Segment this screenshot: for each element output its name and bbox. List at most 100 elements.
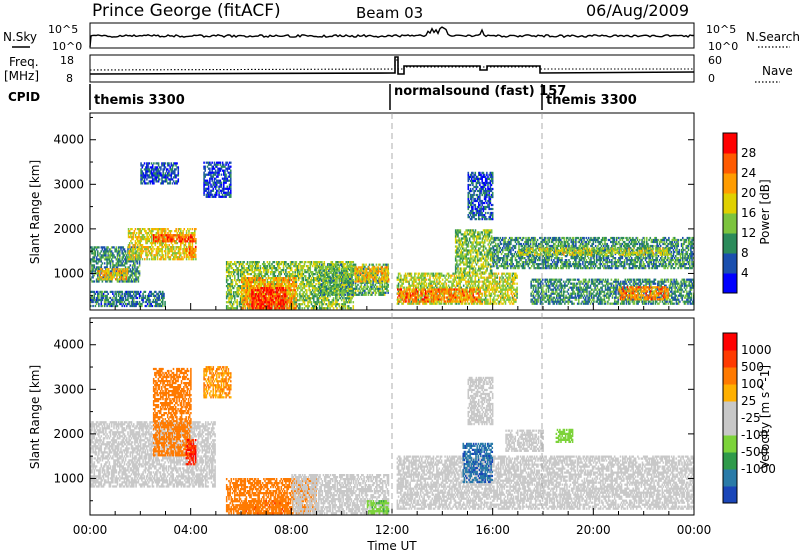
- heatmap-cell: [157, 258, 159, 260]
- heatmap-cell: [376, 292, 378, 294]
- heatmap-cell: [135, 246, 137, 248]
- heatmap-cell: [296, 283, 298, 285]
- heatmap-cell: [95, 293, 97, 295]
- heatmap-cell: [272, 299, 274, 301]
- heatmap-cell: [153, 234, 155, 236]
- heatmap-cell: [116, 293, 118, 295]
- heatmap-cell: [312, 275, 314, 277]
- heatmap-cell: [112, 293, 114, 295]
- heatmap-cell: [368, 286, 370, 288]
- heatmap-cell: [220, 180, 222, 182]
- heatmap-cell: [307, 303, 309, 305]
- heatmap-cell: [239, 281, 241, 283]
- heatmap-cell: [185, 244, 187, 246]
- heatmap-cell: [300, 297, 302, 299]
- heatmap-cell: [254, 281, 256, 283]
- heatmap-cell: [134, 262, 136, 264]
- heatmap-cell: [342, 290, 344, 292]
- heatmap-cell: [162, 170, 164, 172]
- heatmap-cell: [259, 291, 261, 293]
- heatmap-cell: [138, 256, 140, 258]
- heatmap-cell: [168, 240, 170, 242]
- heatmap-cell: [227, 261, 229, 263]
- heatmap-cell: [322, 282, 324, 284]
- heatmap-cell: [108, 270, 110, 272]
- heatmap-cell: [165, 254, 167, 256]
- heatmap-cell: [252, 263, 254, 265]
- heatmap-cell: [288, 293, 290, 295]
- heatmap-cell: [227, 279, 229, 281]
- heatmap-cell: [182, 258, 184, 260]
- heatmap-cell: [228, 190, 230, 192]
- heatmap-cell: [343, 299, 345, 301]
- heatmap-cell: [144, 228, 146, 230]
- heatmap-cell: [350, 280, 352, 282]
- heatmap-cell: [372, 264, 374, 266]
- heatmap-cell: [306, 291, 308, 293]
- heatmap-cell: [348, 294, 350, 296]
- heatmap-cell: [245, 307, 247, 309]
- heatmap-cell: [252, 307, 254, 309]
- heatmap-cell: [342, 307, 344, 309]
- heatmap-cell: [298, 269, 300, 271]
- heatmap-cell: [256, 299, 258, 301]
- heatmap-cell: [116, 297, 118, 299]
- heatmap-cell: [166, 178, 168, 180]
- heatmap-cell: [329, 266, 331, 268]
- heatmap-cell: [230, 174, 232, 176]
- heatmap-cell: [172, 236, 174, 238]
- heatmap-cell: [284, 273, 286, 275]
- heatmap-cell: [304, 291, 306, 293]
- heatmap-cell: [162, 172, 164, 174]
- heatmap-cell: [276, 283, 278, 285]
- heatmap-cell: [284, 307, 286, 309]
- heatmap-cell: [252, 269, 254, 271]
- heatmap-cell: [124, 270, 126, 272]
- heatmap-cell: [112, 262, 114, 264]
- heatmap-cell: [263, 303, 265, 305]
- heatmap-cell: [229, 168, 231, 170]
- heatmap-cell: [171, 174, 173, 176]
- heatmap-cell: [353, 261, 355, 263]
- heatmap-cell: [136, 252, 138, 254]
- heatmap-cell: [351, 276, 353, 278]
- heatmap-cell: [158, 246, 160, 248]
- heatmap-cell: [260, 267, 262, 269]
- heatmap-cell: [327, 282, 329, 284]
- heatmap-cell: [296, 281, 298, 283]
- heatmap-cell: [168, 244, 170, 246]
- heatmap-cell: [282, 301, 284, 303]
- heatmap-cell: [110, 256, 112, 258]
- heatmap-cell: [341, 278, 343, 280]
- heatmap-cell: [119, 250, 121, 252]
- heatmap-cell: [365, 264, 367, 266]
- heatmap-cell: [101, 260, 103, 262]
- heatmap-cell: [159, 295, 161, 297]
- heatmap-cell: [132, 250, 134, 252]
- heatmap-cell: [282, 287, 284, 289]
- heatmap-cell: [121, 250, 123, 252]
- heatmap-cell: [139, 274, 141, 276]
- heatmap-cell: [178, 230, 180, 232]
- heatmap-cell: [260, 285, 262, 287]
- heatmap-cell: [123, 252, 125, 254]
- heatmap-cell: [163, 254, 165, 256]
- heatmap-cell: [277, 305, 279, 307]
- heatmap-cell: [364, 284, 366, 286]
- heatmap-cell: [349, 276, 351, 278]
- heatmap-cell: [139, 272, 141, 274]
- heatmap-cell: [134, 266, 136, 268]
- heatmap-cell: [248, 303, 250, 305]
- heatmap-cell: [218, 172, 220, 174]
- heatmap-cell: [321, 272, 323, 274]
- heatmap-cell: [214, 180, 216, 182]
- heatmap-cell: [221, 168, 223, 170]
- heatmap-cell: [92, 276, 94, 278]
- heatmap-cell: [128, 266, 130, 268]
- heatmap-cell: [261, 273, 263, 275]
- heatmap-cell: [321, 284, 323, 286]
- heatmap-cell: [170, 256, 172, 258]
- heatmap-cell: [327, 284, 329, 286]
- heatmap-cell: [265, 295, 267, 297]
- heatmap-cell: [227, 186, 229, 188]
